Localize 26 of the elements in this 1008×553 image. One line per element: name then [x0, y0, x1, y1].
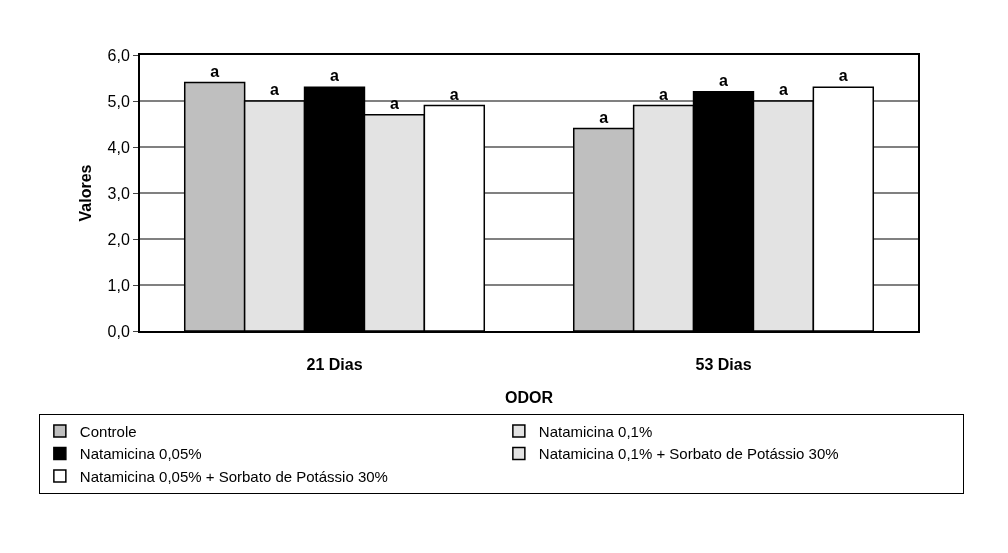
legend-label: Natamicina 0,1% + Sorbato de Potássio 30% [538, 445, 839, 463]
x-tick-label: 21 Dias [306, 356, 363, 374]
data-label: a [389, 94, 399, 112]
y-tick-label: 1,0 [107, 276, 130, 294]
data-label: a [210, 62, 220, 80]
data-label: a [449, 85, 459, 103]
legend-label: Natamicina 0,05% [79, 445, 202, 463]
data-label: a [270, 81, 280, 98]
y-tick-label: 5,0 [107, 92, 130, 110]
x-axis-title: ODOR [505, 389, 554, 407]
legend-label: Natamicina 0,1% [538, 422, 653, 440]
data-label: a [838, 67, 848, 85]
y-axis-title: Valores [76, 164, 94, 222]
data-label: a [719, 71, 728, 89]
y-tick-label: 3,0 [107, 184, 130, 202]
x-tick-label: 53 Dias [695, 356, 752, 374]
data-label: a [778, 81, 788, 98]
legend-label: Controle [79, 422, 137, 440]
legend-label: Natamicina 0,05% + Sorbato de Potássio 30% [79, 467, 388, 485]
y-tick-label: 6,0 [107, 46, 130, 64]
data-label: a [659, 85, 669, 103]
y-tick-label: 0,0 [107, 322, 130, 340]
data-label: a [599, 108, 609, 126]
y-tick-label: 4,0 [107, 138, 130, 156]
data-label: a [330, 67, 339, 85]
y-tick-label: 2,0 [107, 230, 130, 248]
